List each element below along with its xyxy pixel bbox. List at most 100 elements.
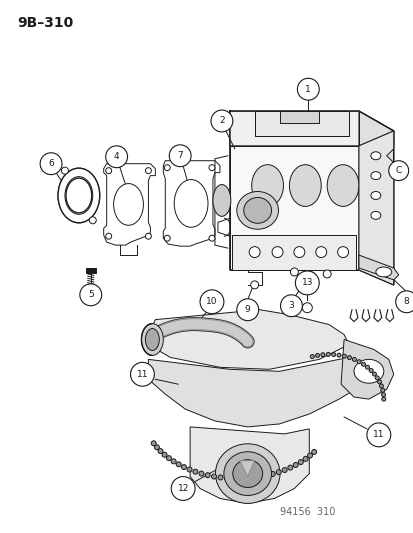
Circle shape	[388, 161, 408, 181]
Ellipse shape	[263, 473, 268, 478]
Ellipse shape	[374, 376, 378, 380]
Polygon shape	[358, 111, 393, 285]
Text: 2: 2	[218, 117, 224, 125]
Circle shape	[80, 284, 102, 306]
Ellipse shape	[356, 360, 360, 364]
Ellipse shape	[311, 449, 316, 455]
Ellipse shape	[320, 353, 324, 357]
Ellipse shape	[381, 397, 385, 401]
Ellipse shape	[205, 473, 210, 478]
Ellipse shape	[315, 247, 326, 257]
Ellipse shape	[378, 384, 382, 388]
Ellipse shape	[174, 180, 207, 227]
Ellipse shape	[323, 270, 330, 278]
Ellipse shape	[105, 233, 112, 239]
Text: 4: 4	[114, 152, 119, 161]
Ellipse shape	[377, 380, 381, 384]
Polygon shape	[229, 146, 358, 270]
Polygon shape	[229, 111, 393, 146]
Ellipse shape	[361, 362, 365, 366]
Ellipse shape	[293, 247, 304, 257]
Ellipse shape	[250, 475, 255, 480]
Ellipse shape	[164, 165, 170, 171]
Ellipse shape	[244, 476, 249, 481]
Ellipse shape	[302, 456, 307, 462]
Polygon shape	[148, 354, 373, 427]
Ellipse shape	[251, 165, 283, 206]
Ellipse shape	[192, 469, 197, 474]
Polygon shape	[279, 111, 318, 123]
Ellipse shape	[353, 359, 383, 383]
Ellipse shape	[164, 235, 170, 241]
Polygon shape	[103, 164, 155, 245]
Text: 11: 11	[136, 370, 148, 379]
Ellipse shape	[215, 444, 279, 503]
Polygon shape	[163, 161, 219, 246]
Text: 10: 10	[206, 297, 217, 306]
Circle shape	[171, 477, 195, 500]
Ellipse shape	[145, 328, 159, 350]
Ellipse shape	[325, 352, 330, 357]
Ellipse shape	[176, 462, 181, 467]
Text: 9: 9	[244, 305, 250, 314]
Ellipse shape	[326, 165, 358, 206]
Ellipse shape	[298, 459, 303, 465]
Ellipse shape	[209, 165, 214, 171]
Ellipse shape	[250, 281, 258, 289]
Ellipse shape	[368, 368, 372, 373]
Ellipse shape	[289, 165, 320, 206]
Text: 1: 1	[305, 85, 311, 94]
Ellipse shape	[331, 352, 335, 357]
Circle shape	[280, 295, 301, 317]
Circle shape	[199, 290, 223, 314]
Ellipse shape	[89, 217, 96, 224]
Ellipse shape	[282, 467, 287, 473]
Ellipse shape	[58, 168, 100, 223]
Ellipse shape	[218, 475, 223, 480]
Circle shape	[395, 291, 413, 313]
Polygon shape	[239, 461, 254, 477]
Ellipse shape	[105, 168, 112, 174]
Ellipse shape	[337, 247, 348, 257]
Ellipse shape	[315, 353, 319, 358]
Polygon shape	[358, 131, 393, 285]
Text: 94156  310: 94156 310	[279, 507, 334, 518]
Circle shape	[105, 146, 127, 168]
Ellipse shape	[212, 184, 230, 216]
Ellipse shape	[347, 356, 351, 360]
Ellipse shape	[270, 472, 275, 477]
Text: 9B–310: 9B–310	[17, 15, 74, 30]
Text: 7: 7	[177, 151, 183, 160]
Ellipse shape	[243, 197, 271, 223]
Ellipse shape	[351, 358, 356, 361]
Ellipse shape	[336, 353, 340, 357]
Text: 3: 3	[288, 301, 294, 310]
Ellipse shape	[301, 303, 311, 313]
Ellipse shape	[287, 465, 292, 470]
Text: 13: 13	[301, 278, 312, 287]
Ellipse shape	[275, 470, 280, 474]
Polygon shape	[358, 255, 398, 280]
Circle shape	[236, 299, 258, 321]
Ellipse shape	[249, 247, 259, 257]
Ellipse shape	[166, 456, 171, 461]
Polygon shape	[254, 111, 348, 136]
Ellipse shape	[232, 459, 262, 488]
Text: 11: 11	[372, 430, 384, 439]
Ellipse shape	[145, 168, 151, 174]
Polygon shape	[190, 427, 309, 503]
Text: 12: 12	[177, 484, 188, 493]
Ellipse shape	[65, 176, 93, 214]
Ellipse shape	[370, 191, 380, 199]
Ellipse shape	[372, 372, 375, 376]
Ellipse shape	[290, 268, 298, 276]
Polygon shape	[340, 340, 393, 399]
Ellipse shape	[58, 168, 100, 223]
Ellipse shape	[310, 354, 313, 359]
Circle shape	[40, 153, 62, 175]
Ellipse shape	[231, 476, 236, 481]
Circle shape	[169, 145, 191, 167]
Ellipse shape	[365, 365, 368, 369]
Text: 5: 5	[88, 290, 93, 300]
Circle shape	[211, 110, 232, 132]
